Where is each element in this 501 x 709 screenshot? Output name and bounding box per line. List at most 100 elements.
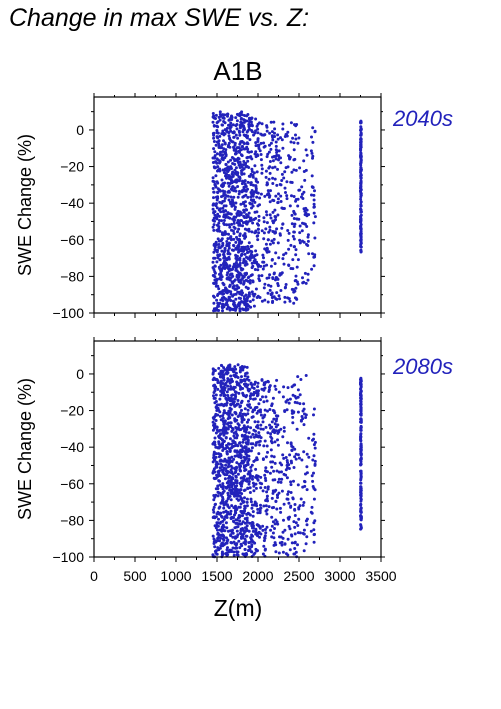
data-point bbox=[239, 219, 243, 222]
data-point bbox=[249, 274, 253, 277]
data-point bbox=[216, 470, 220, 474]
data-point bbox=[225, 130, 229, 134]
data-point bbox=[271, 276, 275, 280]
data-point bbox=[283, 135, 287, 138]
data-point bbox=[249, 181, 253, 185]
data-point bbox=[281, 395, 285, 399]
data-point bbox=[242, 118, 246, 122]
data-point bbox=[241, 387, 245, 390]
data-point bbox=[214, 431, 218, 435]
data-point bbox=[228, 225, 232, 229]
data-point bbox=[287, 524, 291, 528]
data-point bbox=[265, 129, 269, 133]
data-point bbox=[265, 213, 269, 217]
data-point bbox=[221, 387, 225, 391]
data-point bbox=[311, 140, 315, 144]
data-point bbox=[257, 524, 261, 528]
data-point bbox=[274, 387, 278, 391]
data-point bbox=[296, 258, 300, 262]
data-point bbox=[293, 547, 297, 550]
data-point bbox=[211, 120, 215, 124]
data-point bbox=[220, 465, 224, 468]
data-point bbox=[229, 421, 233, 425]
data-point bbox=[291, 421, 295, 425]
data-point bbox=[272, 455, 276, 459]
data-point bbox=[270, 295, 274, 299]
data-point bbox=[265, 444, 269, 448]
data-point bbox=[218, 410, 222, 414]
data-point bbox=[257, 223, 260, 227]
data-point bbox=[259, 475, 263, 479]
data-point bbox=[253, 261, 257, 265]
data-point bbox=[265, 525, 269, 529]
data-point bbox=[234, 468, 238, 472]
data-point bbox=[269, 439, 273, 443]
data-point bbox=[268, 131, 272, 135]
data-point bbox=[240, 182, 244, 186]
data-point bbox=[232, 237, 236, 241]
data-point bbox=[258, 510, 262, 514]
data-point bbox=[221, 303, 225, 307]
data-point bbox=[231, 487, 235, 491]
data-point bbox=[214, 400, 218, 403]
data-point bbox=[274, 194, 278, 198]
data-point bbox=[257, 435, 261, 439]
data-point bbox=[240, 419, 244, 423]
data-point bbox=[237, 423, 241, 427]
data-point bbox=[227, 198, 231, 202]
data-point bbox=[229, 121, 233, 125]
data-point bbox=[359, 439, 363, 443]
data-point bbox=[215, 260, 219, 264]
data-point bbox=[253, 152, 257, 156]
data-point bbox=[220, 468, 224, 472]
data-point bbox=[301, 281, 305, 285]
data-point bbox=[226, 256, 230, 260]
period-label: 2080s bbox=[392, 354, 453, 379]
data-point bbox=[285, 476, 289, 480]
data-point bbox=[252, 304, 256, 308]
data-point bbox=[232, 482, 236, 486]
data-point bbox=[222, 538, 226, 542]
data-point bbox=[215, 521, 219, 525]
data-point bbox=[246, 463, 250, 466]
data-point bbox=[231, 379, 234, 383]
data-point bbox=[232, 244, 236, 248]
data-point bbox=[281, 222, 285, 226]
data-point bbox=[271, 176, 275, 180]
data-point bbox=[313, 253, 317, 257]
data-point bbox=[284, 283, 288, 286]
data-point bbox=[241, 246, 245, 250]
data-point bbox=[245, 365, 249, 369]
data-point bbox=[311, 479, 315, 483]
data-point bbox=[222, 213, 226, 217]
data-point bbox=[224, 542, 228, 545]
data-point bbox=[278, 461, 282, 465]
data-point bbox=[276, 241, 280, 245]
data-point bbox=[226, 384, 230, 388]
data-point bbox=[245, 524, 249, 528]
data-point bbox=[224, 467, 228, 471]
data-point bbox=[305, 523, 309, 527]
data-point bbox=[227, 246, 231, 250]
data-point bbox=[232, 145, 235, 149]
data-point bbox=[280, 477, 284, 481]
data-point bbox=[359, 413, 363, 417]
data-point bbox=[246, 286, 250, 290]
y-tick-label: −40 bbox=[60, 195, 84, 211]
data-point bbox=[236, 553, 240, 557]
data-point bbox=[211, 378, 215, 382]
data-point bbox=[216, 446, 220, 450]
data-point bbox=[301, 276, 304, 280]
data-point bbox=[288, 397, 292, 401]
data-point bbox=[293, 447, 297, 451]
data-point bbox=[242, 424, 246, 428]
data-point bbox=[218, 528, 222, 532]
data-point bbox=[279, 289, 283, 292]
data-point bbox=[224, 209, 227, 213]
data-point bbox=[216, 248, 219, 252]
data-point bbox=[280, 271, 284, 275]
data-point bbox=[229, 292, 233, 296]
data-point bbox=[228, 437, 232, 441]
data-point bbox=[216, 136, 220, 140]
data-point bbox=[229, 158, 233, 162]
